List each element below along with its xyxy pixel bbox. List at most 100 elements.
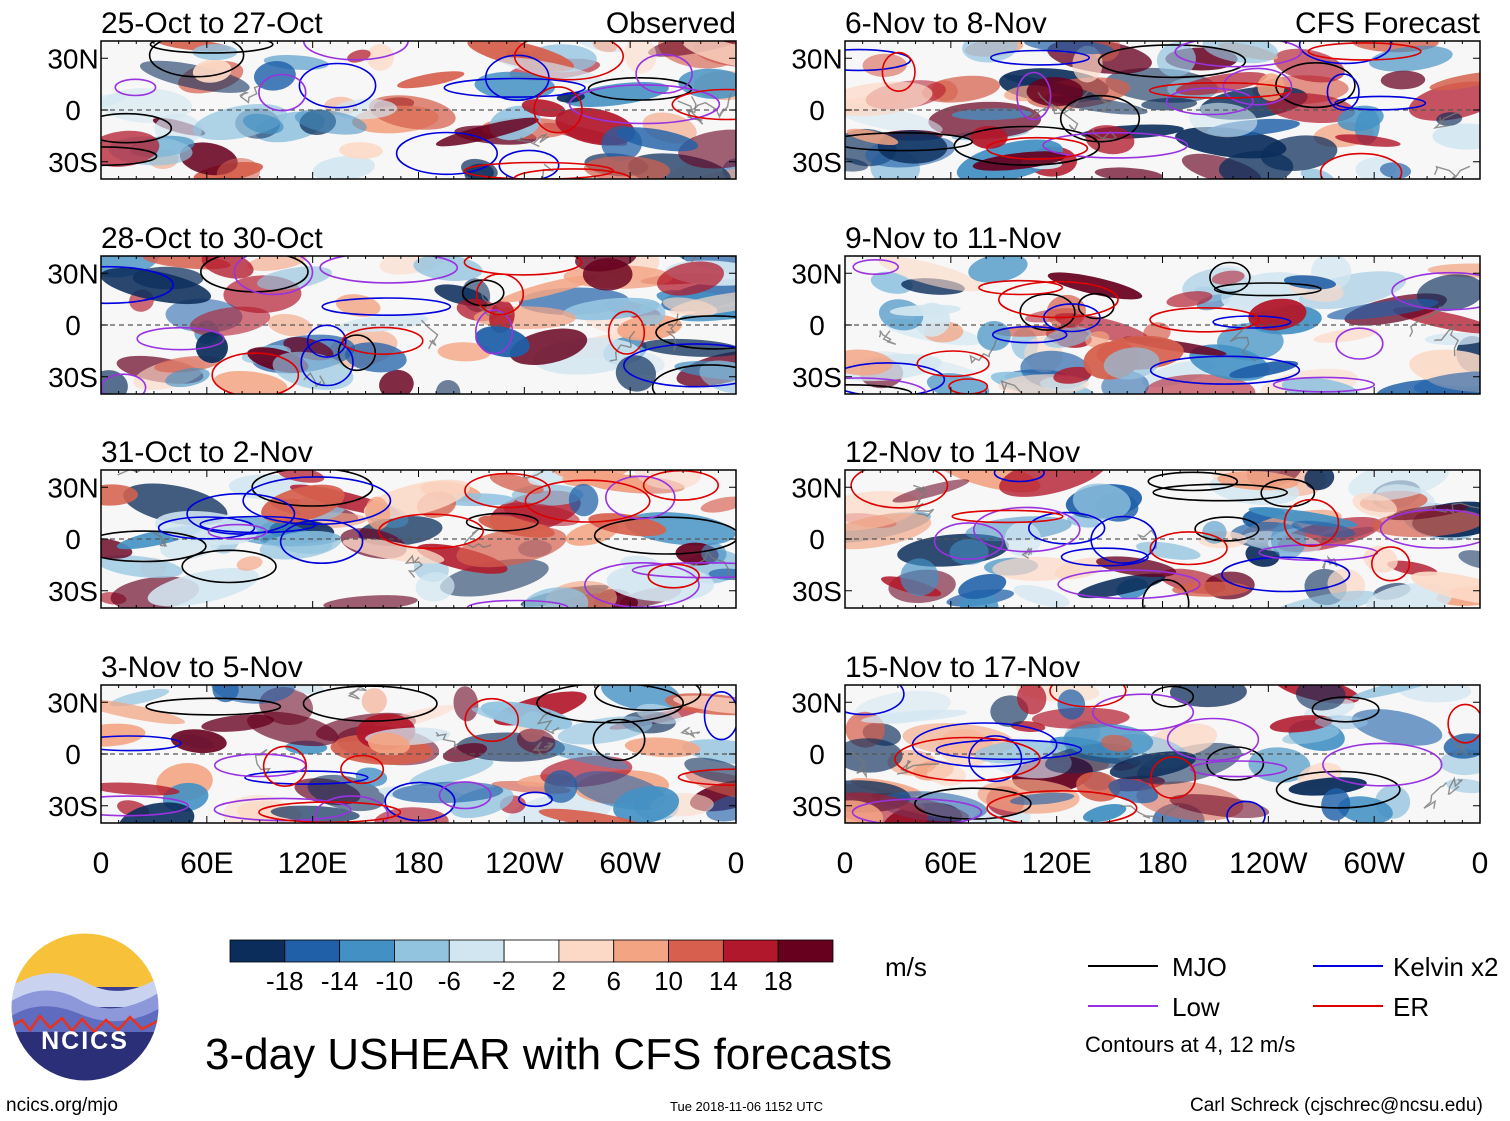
- colorbar-tick-label: 14: [709, 966, 738, 996]
- coastline: [1433, 502, 1480, 514]
- shear-blob: [521, 99, 566, 118]
- shear-blob: [1408, 81, 1480, 121]
- contour-low: [568, 84, 721, 125]
- contour-low: [258, 73, 307, 112]
- panel-8: 30N 0 30S 15-Nov to 17-Nov 0 60E 120E 180 120W 60…: [791, 651, 1488, 880]
- contour-low: [933, 522, 1004, 560]
- shear-blob: [1379, 162, 1412, 179]
- shear-blob: [236, 556, 263, 571]
- contour-mjo: [145, 697, 282, 716]
- shear-blob: [700, 496, 736, 513]
- shear-blob: [259, 530, 342, 560]
- shear-blob: [1351, 709, 1443, 746]
- contour-low: [213, 797, 352, 822]
- panel-period: 28-Oct to 30-Oct: [101, 222, 323, 255]
- contour-er: [262, 745, 308, 787]
- contour-note: Contours at 4, 12 m/s: [1085, 1032, 1296, 1057]
- contour-low: [852, 258, 900, 275]
- coastline: [303, 372, 326, 388]
- panel-1: 30N 0 30S 25-Oct to 27-Oct Observed: [47, 7, 737, 180]
- coastline: [347, 685, 367, 700]
- coastline: [969, 339, 997, 364]
- contour-low: [1091, 693, 1195, 732]
- shear-blob: [1169, 794, 1270, 819]
- contour-kelvin-x2: [1149, 355, 1301, 385]
- shear-blob: [379, 369, 414, 394]
- contour-er: [211, 352, 300, 394]
- shear-blob: [564, 82, 669, 107]
- contour-mjo: [101, 530, 207, 563]
- contour-kelvin-x2: [384, 781, 456, 822]
- contour-kelvin-x2: [1226, 800, 1266, 823]
- shear-blob: [214, 371, 288, 394]
- contour-low: [114, 78, 157, 97]
- shear-blob: [1043, 327, 1092, 348]
- shear-blob: [1077, 573, 1166, 599]
- coastline: [878, 330, 897, 345]
- shear-blob: [1335, 134, 1401, 147]
- contour-low: [635, 53, 693, 95]
- y-tick-label: 30S: [792, 791, 842, 822]
- y-tick-label: 0: [65, 310, 81, 341]
- shear-blob: [1429, 71, 1480, 91]
- contour-er: [850, 470, 949, 509]
- shear-blob: [1267, 590, 1377, 608]
- contour-kelvin-x2: [935, 739, 1083, 761]
- coastline: [1021, 547, 1033, 559]
- shear-blob: [392, 781, 504, 804]
- colorbar-tick-label: -2: [493, 966, 516, 996]
- y-tick-label: 30N: [47, 43, 98, 74]
- colorbar: -18 -14 -10 -6 -2 2 6 10 14 18: [229, 939, 834, 996]
- coastline: [463, 528, 492, 549]
- shear-blob: [889, 304, 961, 317]
- contour-mjo: [1019, 293, 1076, 331]
- panel-3: 30N 0 30S 31-Oct to 2-Nov: [47, 436, 737, 609]
- shear-blob: [846, 128, 899, 146]
- panel-period: 3-Nov to 5-Nov: [101, 651, 303, 684]
- colorbar-swatch: [448, 939, 505, 963]
- contour-low: [1165, 87, 1254, 116]
- shear-blob: [584, 156, 671, 179]
- shear-blob: [170, 729, 227, 754]
- y-tick-label: 30N: [791, 258, 842, 289]
- shear-blob: [1300, 168, 1335, 179]
- shear-blob: [1387, 504, 1469, 521]
- contour-kelvin-x2: [989, 49, 1090, 66]
- contour-er: [647, 563, 700, 589]
- contour-kelvin-x2: [845, 48, 912, 72]
- colorbar-swatch: [284, 939, 341, 963]
- shear-blob: [367, 732, 411, 756]
- shear-blob: [1248, 298, 1307, 331]
- contour-er: [340, 754, 385, 785]
- shear-blob: [355, 767, 388, 787]
- shear-blob: [101, 130, 160, 167]
- coastline: [1447, 731, 1469, 756]
- x-tick-label: 0: [93, 847, 110, 880]
- contour-er: [1149, 531, 1228, 566]
- contour-kelvin-x2: [101, 735, 182, 752]
- contour-low: [604, 475, 676, 520]
- shear-blob: [557, 716, 653, 745]
- shear-blob: [1218, 150, 1294, 179]
- shear-blob: [845, 513, 932, 550]
- shear-blob: [201, 714, 275, 732]
- colorbar-tick-label: -10: [376, 966, 414, 996]
- legend-line-kelvin: [1313, 965, 1383, 967]
- contour-mjo: [181, 549, 277, 584]
- contour-low: [1335, 327, 1384, 360]
- logo-text: NCICS: [41, 1027, 129, 1055]
- contour-low: [101, 795, 189, 817]
- shear-blob: [1295, 685, 1346, 711]
- shear-blob: [365, 496, 391, 530]
- shear-blob: [409, 758, 494, 787]
- y-tick-label: 30S: [48, 791, 98, 822]
- colorbar-tick-label: 10: [654, 966, 683, 996]
- shear-blob: [606, 563, 715, 602]
- shear-blob: [1109, 751, 1197, 780]
- contour-er: [533, 86, 583, 134]
- contour-low: [973, 506, 1081, 553]
- contour-kelvin-x2: [968, 735, 1023, 783]
- coastline: [1229, 329, 1256, 362]
- footer-url[interactable]: ncics.org/mjo: [6, 1095, 118, 1116]
- coastline: [435, 731, 464, 751]
